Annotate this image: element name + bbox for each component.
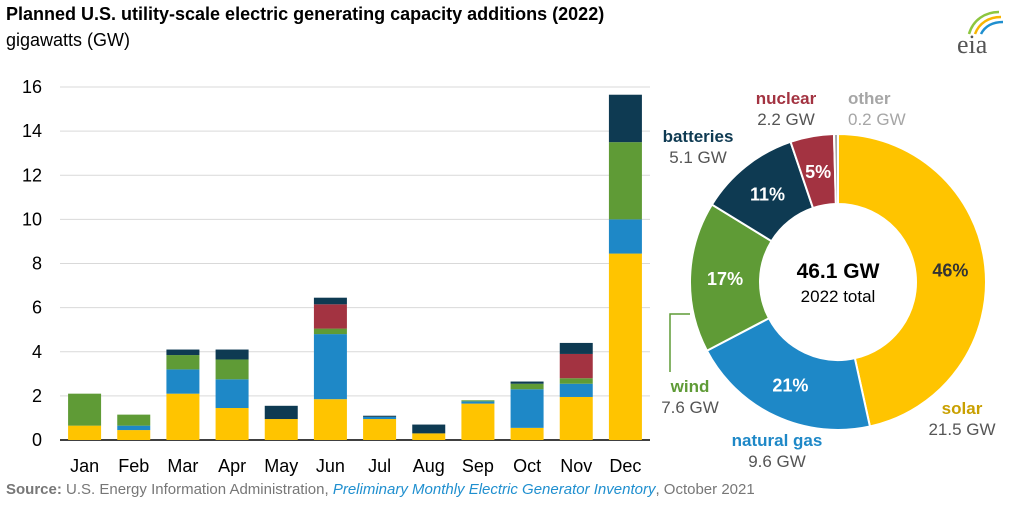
eia-logo-text: eia [957, 30, 988, 59]
eia-logo: eia [955, 6, 1015, 62]
x-tick-label: Jan [70, 456, 99, 476]
y-tick-label: 12 [22, 165, 42, 185]
donut-percent-label: 11% [750, 185, 785, 205]
y-tick-label: 0 [32, 430, 42, 450]
x-tick-label: Jun [316, 456, 345, 476]
x-tick-label: Jul [368, 456, 391, 476]
x-tick-label: Apr [218, 456, 246, 476]
x-tick-label: Mar [167, 456, 198, 476]
source-label: Source: [6, 481, 62, 498]
bar-segment-natural_gas [363, 416, 397, 420]
slice-name-label: batteries [663, 127, 734, 146]
bar-segment-nuclear [559, 353, 593, 379]
source-date: , October 2021 [655, 481, 755, 498]
slice-name-label: other [848, 89, 891, 108]
donut-slice-other [832, 132, 839, 206]
y-tick-label: 6 [32, 298, 42, 318]
bar-segment-wind [608, 142, 642, 220]
source-link[interactable]: Preliminary Monthly Electric Generator I… [332, 481, 656, 498]
wind-leader-line [669, 313, 690, 372]
slice-value-label: 5.1 GW [669, 148, 727, 167]
bar-segment-nuclear [313, 304, 347, 329]
x-tick-label: Dec [609, 456, 641, 476]
bar-segment-solar [166, 393, 200, 440]
y-tick-label: 14 [22, 121, 42, 141]
bar-segment-solar [412, 433, 446, 440]
bar-segment-batteries [363, 415, 397, 417]
bar-segment-solar [264, 419, 298, 440]
bar-segment-solar [313, 399, 347, 440]
source-text: U.S. Energy Information Administration, [66, 481, 329, 498]
stacked-bar-chart: 0 2 4 6 8 10 12 14 16 Jan Feb Mar Apr May Jun Jul Aug Sep… [22, 77, 650, 476]
x-tick-label: Nov [560, 456, 592, 476]
donut-center-value: 46.1 GW [797, 260, 880, 283]
slice-name-label: solar [942, 399, 983, 418]
slice-value-label: 2.2 GW [757, 110, 815, 129]
bar-segment-natural_gas [166, 369, 200, 394]
bar-segment-solar [461, 403, 495, 440]
y-tick-label: 10 [22, 209, 42, 229]
chart-title: Planned U.S. utility-scale electric gene… [6, 4, 605, 24]
bar-segment-wind [510, 383, 544, 390]
y-tick-label: 2 [32, 386, 42, 406]
y-tick-label: 16 [22, 77, 42, 97]
x-tick-label: Aug [413, 456, 445, 476]
donut-percent-label: 21% [772, 375, 808, 395]
bar-segment-solar [68, 425, 102, 440]
x-tick-label: May [264, 456, 298, 476]
bar-segment-batteries [215, 349, 249, 360]
bar-segment-batteries [264, 405, 298, 420]
bar-segment-natural_gas [559, 383, 593, 397]
bar-segment-solar [215, 408, 249, 440]
donut-slice-solar [837, 132, 987, 428]
bar-segment-wind [461, 400, 495, 402]
bar-segment-natural_gas [608, 219, 642, 254]
bar-segment-solar [608, 253, 642, 440]
bar-segment-batteries [510, 381, 544, 384]
bar-segment-solar [117, 430, 151, 440]
bar-segment-natural_gas [117, 425, 151, 431]
bar-segment-natural_gas [461, 401, 495, 404]
bar-segment-wind [215, 359, 249, 380]
bar-segment-batteries [608, 94, 642, 143]
bar-segment-wind [117, 414, 151, 426]
donut-slice-natural_gas [705, 316, 872, 431]
bar-segment-solar [363, 419, 397, 440]
slice-value-label: 9.6 GW [748, 452, 806, 471]
chart-subtitle: gigawatts (GW) [6, 30, 131, 50]
bar-segment-solar [510, 427, 544, 440]
bar-segment-wind [166, 355, 200, 370]
bar-segment-natural_gas [510, 389, 544, 428]
x-tick-label: Oct [513, 456, 541, 476]
slice-name-label: natural gas [732, 431, 823, 450]
y-tick-label: 4 [32, 342, 42, 362]
bar-segment-batteries [559, 342, 593, 354]
x-tick-label: Feb [118, 456, 149, 476]
slice-name-label: wind [670, 377, 710, 396]
donut-center-label: 2022 total [801, 287, 876, 306]
x-tick-label: Sep [462, 456, 494, 476]
bar-segment-natural_gas [215, 379, 249, 409]
donut-percent-label: 5% [805, 162, 831, 182]
bar-segment-wind [559, 378, 593, 384]
donut-percent-label: 17% [707, 269, 743, 289]
y-tick-label: 8 [32, 254, 42, 274]
bar-segment-batteries [313, 297, 347, 305]
bar-segment-solar [559, 396, 593, 440]
slice-name-label: nuclear [756, 89, 817, 108]
source-note: Source: U.S. Energy Information Administ… [6, 481, 755, 498]
bar-segment-batteries [412, 424, 446, 434]
eia-logo-arcs-icon [967, 10, 1004, 35]
slice-value-label: 0.2 GW [848, 110, 906, 129]
donut-chart: 46% 21% 17% 11% 5% 46.1 GW 2022 total solar 21.5… [661, 89, 995, 471]
slice-value-label: 21.5 GW [928, 420, 995, 439]
bar-segment-natural_gas [313, 334, 347, 400]
donut-percent-label: 46% [932, 261, 968, 281]
bar-segment-wind [68, 393, 102, 426]
bar-segment-batteries [166, 349, 200, 356]
slice-value-label: 7.6 GW [661, 398, 719, 417]
bar-segment-wind [313, 328, 347, 335]
donut-slice-wind [689, 203, 773, 353]
